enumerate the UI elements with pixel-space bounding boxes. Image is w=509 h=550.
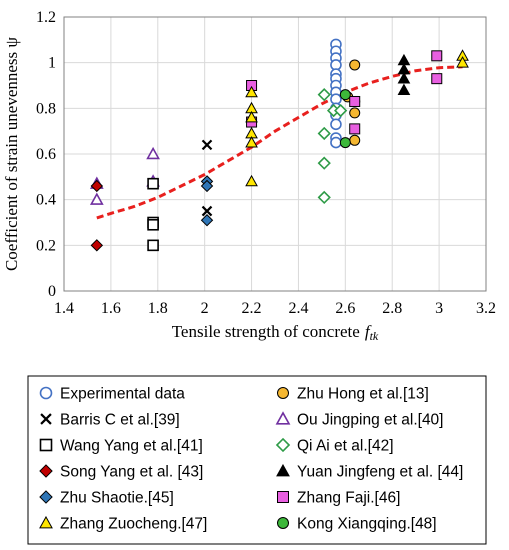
x-tick-labels: 1.4 1.6 1.8 2 2.2 2.4 2.6 2.8 3 3.2: [54, 300, 496, 317]
y-tick-label: 0: [48, 283, 56, 300]
data-point: [456, 56, 469, 68]
data-point: [397, 83, 411, 95]
legend-entry: Wang Yang et al.[41]: [60, 438, 203, 455]
legend-marker: [277, 517, 289, 529]
data-point: [349, 95, 361, 107]
data-point: [90, 239, 104, 252]
fit-curve: [96, 65, 463, 220]
legend-entry: Yuan Jingfeng et al. [44]: [297, 464, 463, 481]
legend-marker: [39, 515, 53, 529]
data-point: [349, 59, 361, 71]
data-point: [334, 103, 348, 118]
data-point: [317, 126, 331, 141]
legend-entry: Ou Jingping et al.[40]: [297, 412, 444, 429]
y-axis-label: Coefficient of strain unevenness ψ: [2, 37, 21, 271]
legend-marker: [276, 463, 290, 477]
y-tick-labels: 0 0.2 0.4 0.6 0.8 1 1.2: [36, 9, 56, 300]
y-tick-label: 0.8: [36, 100, 56, 117]
x-tick-label: 2.6: [335, 300, 355, 317]
legend-marker: [39, 490, 53, 504]
legend-marker: [275, 437, 291, 453]
data-point: [147, 177, 159, 190]
data-point: [245, 110, 258, 123]
legend-entry: Experimental data: [60, 386, 185, 403]
data-point: [146, 146, 160, 160]
x-tick-label: 2.8: [382, 300, 402, 317]
y-tick-label: 0.6: [36, 146, 56, 163]
data-point: [317, 156, 331, 170]
grid: [64, 17, 486, 291]
data-point: [200, 179, 214, 193]
legend-marker: [277, 387, 289, 399]
data-point: [245, 85, 258, 98]
y-tick-label: 1: [48, 55, 56, 72]
plot-frame: [63, 16, 487, 292]
legend-entry: Zhang Zuocheng.[47]: [60, 516, 207, 533]
data-point: [201, 205, 213, 217]
legend-entry: Song Yang et al. [43]: [60, 464, 203, 481]
data-points: [89, 38, 469, 252]
data-point: [147, 239, 159, 252]
data-point: [90, 179, 104, 193]
data-point: [330, 118, 342, 131]
data-point: [431, 73, 443, 85]
legend-marker: [39, 464, 53, 478]
legend-entry: Zhang Faji.[46]: [297, 490, 400, 507]
legend: Experimental data Zhu Hong et al.[13] Barr…: [39, 386, 463, 533]
legend-entry: Zhu Shaotie.[45]: [60, 490, 174, 507]
x-tick-label: 1.8: [148, 300, 168, 317]
x-tick-label: 2.2: [242, 300, 262, 317]
legend-marker: [277, 491, 289, 503]
data-point: [245, 174, 258, 187]
x-tick-label: 1.4: [54, 300, 74, 317]
data-point: [317, 88, 331, 102]
legend-entry: Kong Xiangqing.[48]: [297, 516, 437, 533]
data-point: [330, 136, 342, 149]
data-point: [245, 136, 258, 148]
y-tick-label: 1.2: [36, 9, 56, 26]
x-tick-label: 3: [435, 300, 443, 317]
x-tick-label: 1.6: [101, 300, 121, 317]
data-point: [339, 137, 351, 149]
data-point: [147, 218, 159, 231]
data-point: [349, 107, 361, 119]
x-axis-label: Tensile strength of concrete ftk: [172, 322, 379, 343]
data-point: [317, 190, 331, 205]
legend-marker: [39, 386, 53, 400]
legend-entry: Qi Ai et al.[42]: [297, 438, 394, 455]
data-point: [200, 214, 214, 227]
legend-marker: [40, 413, 52, 425]
x-tick-label: 3.2: [476, 300, 496, 317]
legend-box: [27, 375, 487, 545]
data-point: [89, 192, 104, 205]
y-tick-label: 0.4: [36, 192, 56, 209]
x-tick-label: 2: [201, 300, 209, 317]
data-point: [431, 50, 443, 62]
x-tick-label: 2.4: [288, 300, 308, 317]
y-tick-label: 0.2: [36, 237, 56, 254]
data-point: [349, 134, 361, 146]
legend-entry: Zhu Hong et al.[13]: [297, 386, 429, 403]
data-point: [397, 72, 411, 84]
legend-marker: [39, 438, 53, 452]
legend-entry: Barris C et al.[39]: [60, 412, 180, 429]
data-point: [201, 139, 213, 151]
data-point: [339, 89, 351, 101]
data-point: [349, 123, 361, 135]
legend-marker: [275, 411, 291, 425]
